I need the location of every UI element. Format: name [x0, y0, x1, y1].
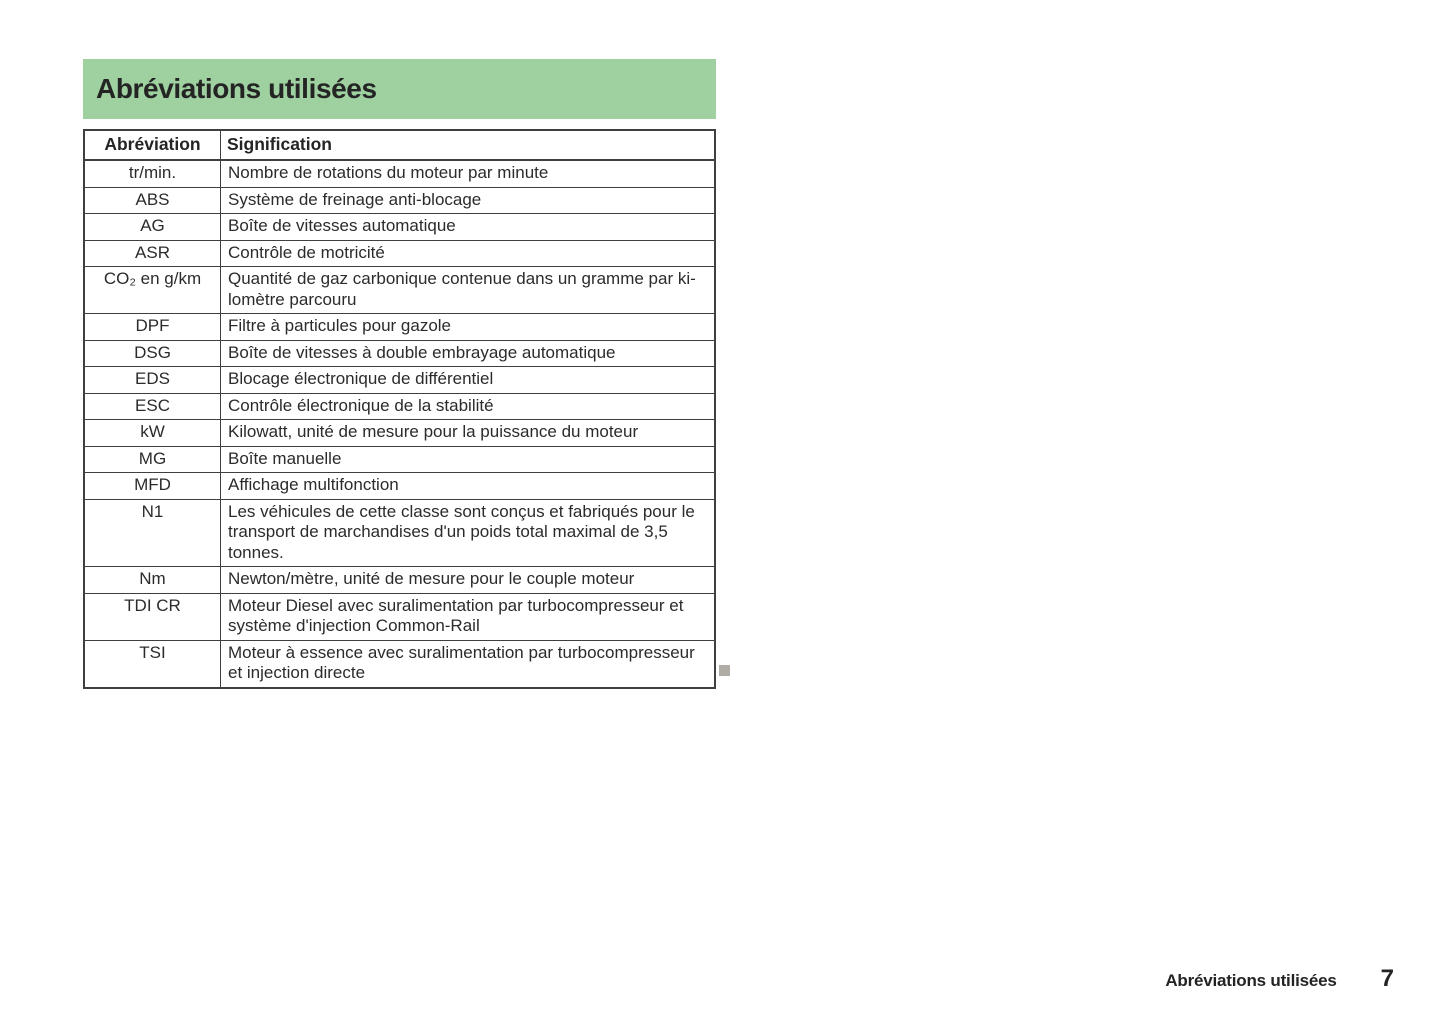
- signification-cell: Affichage multifonction: [220, 473, 714, 499]
- page-footer: Abréviations utilisées 7: [1165, 965, 1394, 993]
- signification-cell: Blocage électronique de différentiel: [220, 367, 714, 393]
- signification-cell: Contrôle électronique de la stabilité: [220, 393, 714, 419]
- table-row: TDI CR Moteur Diesel avec suralimentation…: [85, 592, 714, 640]
- abbreviation-cell: EDS: [135, 369, 170, 388]
- abbreviation-cell: TSI: [139, 642, 166, 662]
- table-row: kW Kilowatt, unité de mesure pour la puis…: [85, 419, 714, 446]
- table-body: tr/min. Nombre de rotations du moteur par…: [85, 161, 714, 687]
- table-row: MFD Affichage multifonction: [85, 472, 714, 499]
- page-title: Abréviations utilisées: [96, 73, 377, 104]
- signification-cell: Boîte manuelle: [220, 446, 714, 472]
- section-title-bar: Abréviations utilisées: [83, 59, 716, 119]
- signification-cell: Nombre de rotations du moteur par minute: [220, 161, 714, 187]
- signification-cell: Kilowatt, unité de mesure pour la puissa…: [220, 420, 714, 446]
- table-row: AG Boîte de vitesses automatique: [85, 213, 714, 240]
- signification-cell: Newton/mètre, unité de mesure pour le co…: [220, 567, 714, 593]
- signification-cell: Boîte de vitesses automatique: [220, 214, 714, 240]
- table-row: TSI Moteur à essence avec suralimentation…: [85, 639, 714, 687]
- abbreviation-cell: N1: [141, 501, 164, 521]
- signification-cell: Système de freinage anti-blocage: [220, 187, 714, 213]
- signification-cell: Boîte de vitesses à double embrayage aut…: [220, 340, 714, 366]
- section-end-marker: [719, 665, 730, 676]
- abbreviation-cell: DPF: [135, 316, 170, 335]
- column-header-abbreviation: Abréviation: [104, 134, 201, 154]
- table-row: ASR Contrôle de motricité: [85, 239, 714, 266]
- signification-cell: Quantité de gaz carbonique contenue dans…: [220, 267, 714, 313]
- table-row: DPF Filtre à particules pour gazole: [85, 313, 714, 340]
- signification-cell: Moteur Diesel avec suralimentation par t…: [220, 593, 714, 640]
- abbreviation-cell: CO₂ en g/km: [103, 269, 202, 288]
- abbreviation-cell: Nm: [139, 569, 166, 588]
- abbreviation-cell: tr/min.: [128, 163, 177, 182]
- table-row: MG Boîte manuelle: [85, 445, 714, 472]
- column-header-signification: Signification: [220, 131, 714, 159]
- table-row: ESC Contrôle électronique de la stabilité: [85, 392, 714, 419]
- table-row: CO₂ en g/km Quantité de gaz carbonique co…: [85, 266, 714, 313]
- abbreviation-cell: MG: [138, 448, 167, 468]
- table-row: Nm Newton/mètre, unité de mesure pour le …: [85, 566, 714, 593]
- abbreviation-cell: DSG: [134, 342, 171, 362]
- abbreviation-cell: AG: [140, 216, 165, 235]
- signification-cell: Les véhicules de cette classe sont conçu…: [220, 499, 714, 566]
- abbreviation-cell: ASR: [135, 242, 170, 262]
- header-separator: [85, 159, 714, 161]
- abbreviations-table: Abréviation Signification tr/min. Nombre …: [83, 129, 716, 689]
- footer-section-label: Abréviations utilisées: [1165, 971, 1337, 990]
- abbreviation-cell: ABS: [135, 189, 170, 209]
- abbreviation-cell: TDI CR: [124, 595, 181, 615]
- table-row: ABS Système de freinage anti-blocage: [85, 186, 714, 213]
- abbreviation-cell: ESC: [135, 395, 170, 415]
- footer-page-number: 7: [1380, 965, 1394, 992]
- table-row: tr/min. Nombre de rotations du moteur par…: [85, 161, 714, 187]
- signification-cell: Moteur à essence avec suralimentation pa…: [220, 640, 714, 687]
- table-row: DSG Boîte de vitesses à double embrayage …: [85, 339, 714, 366]
- abbreviation-cell: MFD: [134, 475, 171, 494]
- table-row: N1 Les véhicules de cette classe sont con…: [85, 498, 714, 566]
- signification-cell: Filtre à particules pour gazole: [220, 314, 714, 340]
- abbreviation-cell: kW: [140, 422, 165, 441]
- signification-cell: Contrôle de motricité: [220, 240, 714, 266]
- table-header-row: Abréviation Signification: [85, 131, 714, 159]
- table-row: EDS Blocage électronique de différentiel: [85, 366, 714, 393]
